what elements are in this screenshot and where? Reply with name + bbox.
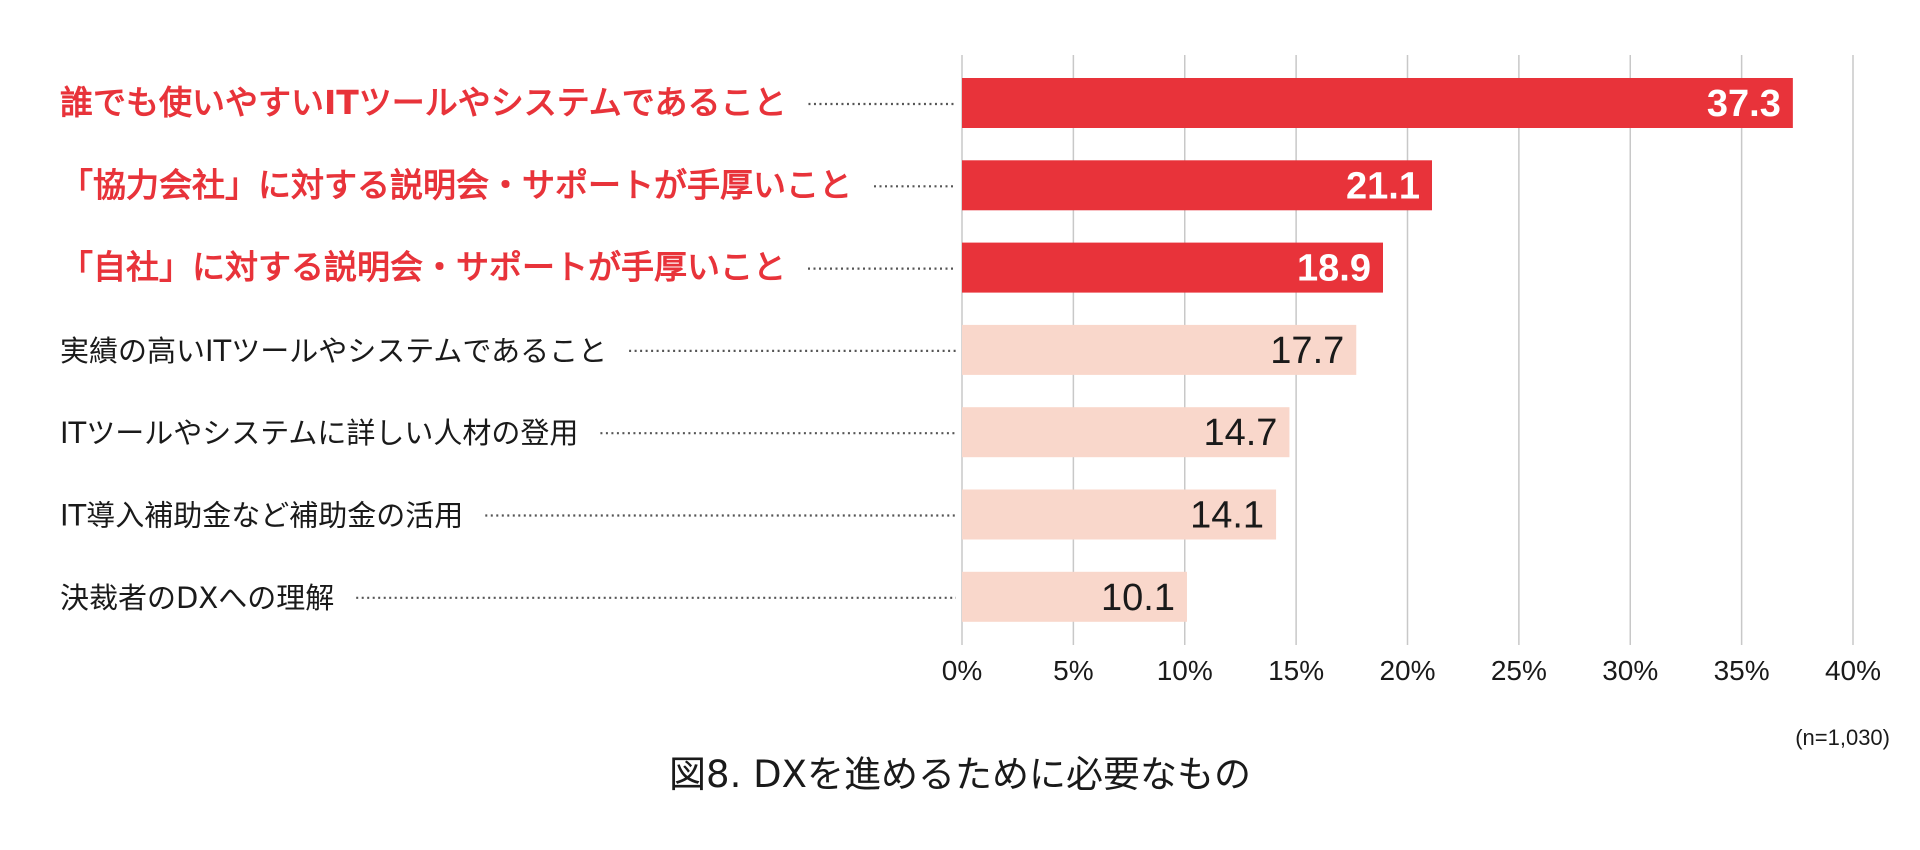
x-axis-ticks: 0% 5% 10% 15% 20% 25% 30% 35% 40% <box>942 655 1881 686</box>
x-tick-label: 10% <box>1157 655 1213 686</box>
category-label: 「協力会社」に対する説明会・サポートが手厚いこと <box>60 165 852 204</box>
bar-value-label: 14.1 <box>1190 495 1264 537</box>
category-label: 「自社」に対する説明会・サポートが手厚いこと <box>60 248 786 287</box>
bar <box>962 407 1290 458</box>
bar-value-label: 18.9 <box>1297 248 1371 290</box>
x-tick-label: 0% <box>942 655 982 686</box>
x-tick-label: 5% <box>1053 655 1093 686</box>
x-tick-label: 20% <box>1379 655 1435 686</box>
x-tick-label: 25% <box>1491 655 1547 686</box>
bar-value-label: 14.7 <box>1203 412 1277 454</box>
bar <box>962 324 1357 375</box>
category-label: 決裁者のDXへの理解 <box>60 581 334 615</box>
category-label: ITツールやシステムに詳しい人材の登用 <box>60 416 578 450</box>
category-label: 誰でも使いやすいITツールやシステムであること <box>60 83 786 122</box>
bar <box>962 160 1433 211</box>
chart-title: 図8. DXを進めるために必要なもの <box>669 753 1251 796</box>
leader-lines <box>356 102 956 599</box>
category-label: 実績の高いITツールやシステムであること <box>60 334 607 368</box>
bar <box>962 78 1793 128</box>
x-tick-label: 15% <box>1268 655 1324 686</box>
category-labels: 誰でも使いやすいITツールやシステムであること「協力会社」に対する説明会・サポー… <box>60 83 852 615</box>
x-tick-label: 30% <box>1602 655 1658 686</box>
x-tick-label: 35% <box>1714 655 1770 686</box>
bar <box>962 242 1383 293</box>
bars: 37.3 21.1 18.9 17.7 14.7 14.1 10.1 <box>962 78 1793 622</box>
bar <box>962 489 1277 540</box>
bar-value-label: 10.1 <box>1101 577 1175 619</box>
bar-value-label: 17.7 <box>1270 330 1344 372</box>
sample-size-note: (n=1,030) <box>1795 725 1890 750</box>
bar <box>962 571 1187 622</box>
x-tick-label: 40% <box>1825 655 1881 686</box>
bar-value-label: 21.1 <box>1346 165 1420 207</box>
category-label: IT導入補助金など補助金の活用 <box>60 499 463 533</box>
bar-value-label: 37.3 <box>1707 83 1781 125</box>
grid-lines <box>961 55 1854 645</box>
